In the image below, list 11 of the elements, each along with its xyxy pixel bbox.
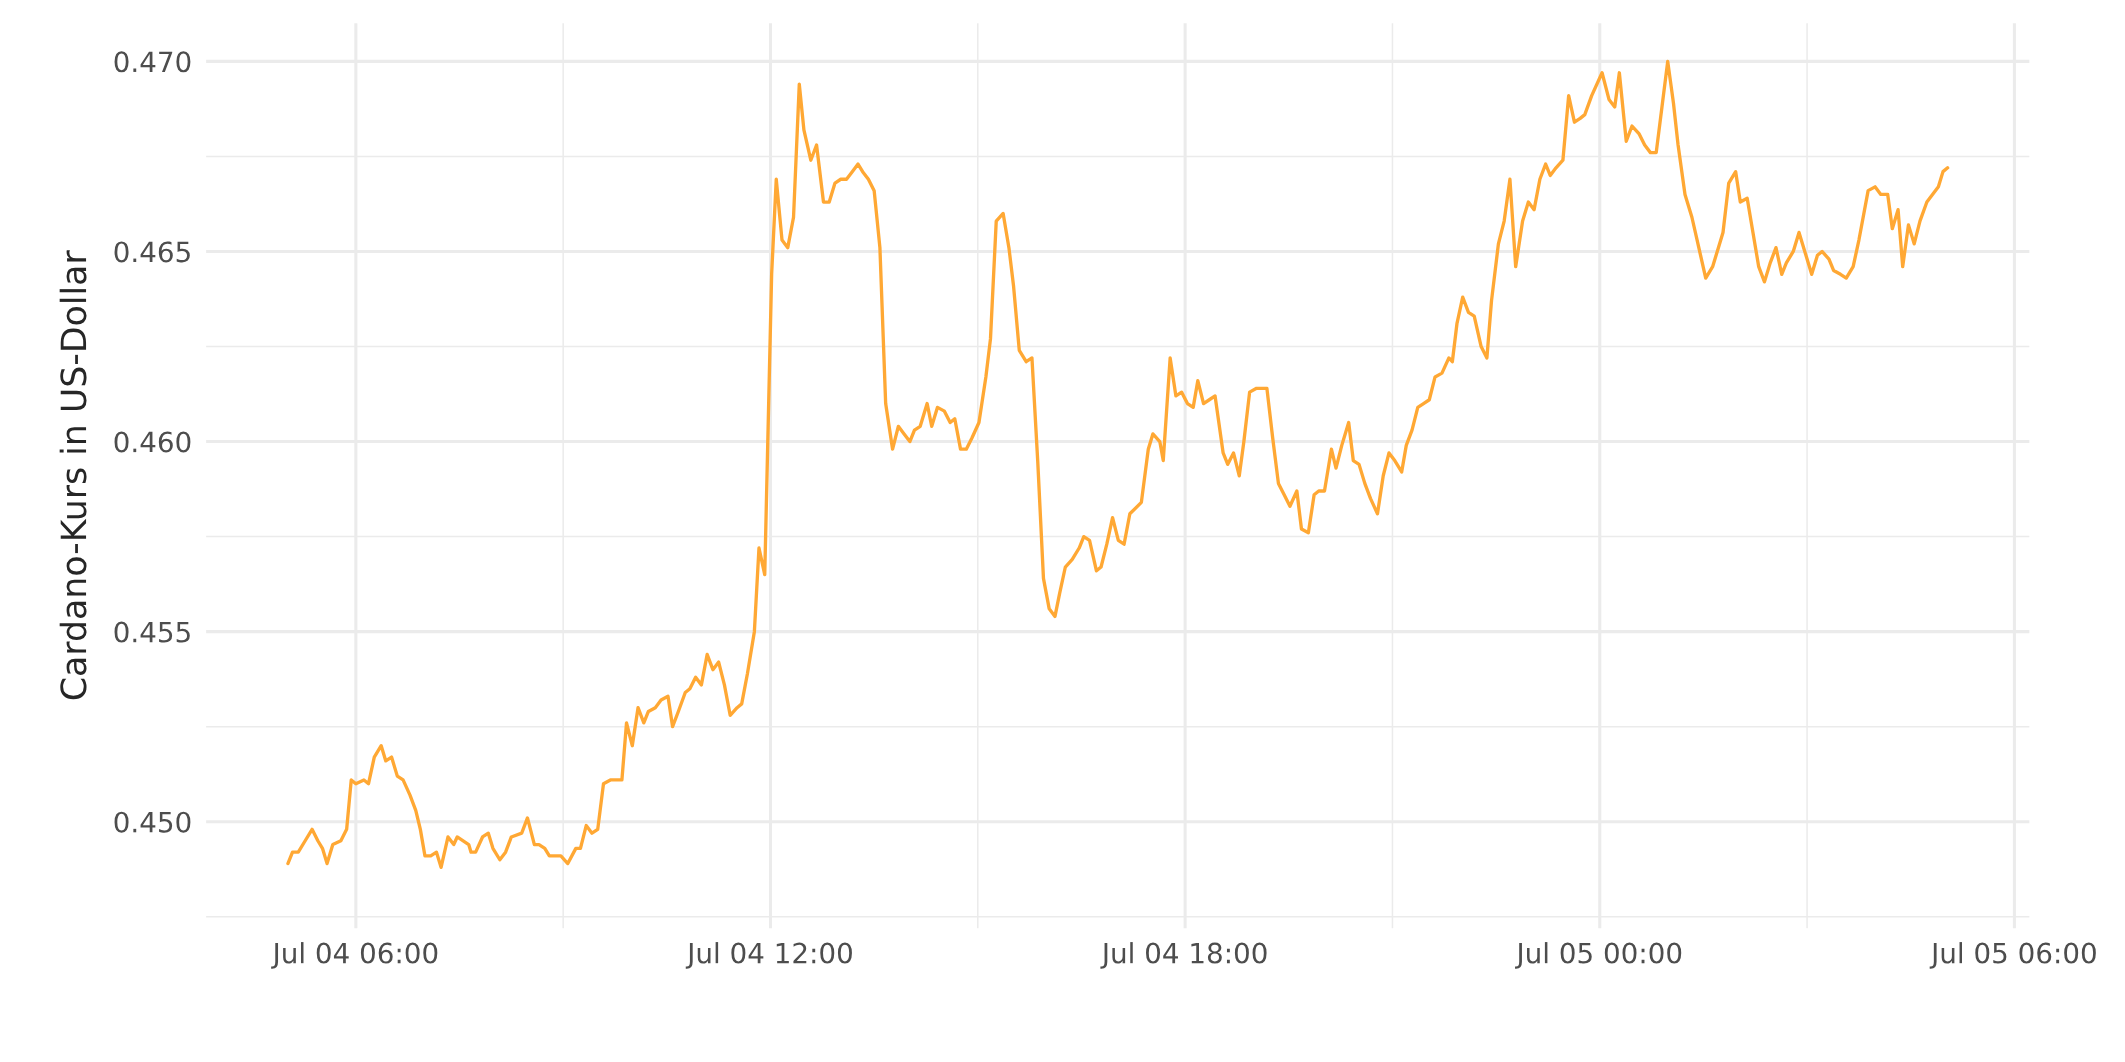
x-tick-label: Jul 04 06:00 [271,942,438,969]
x-tick-label: Jul 05 06:00 [1929,942,2096,969]
y-tick-label: 0.470 [114,51,191,73]
x-tick-label: Jul 04 18:00 [1100,942,1267,969]
y-tick-label: 0.450 [114,811,191,833]
x-tick-label: Jul 04 12:00 [685,942,852,969]
y-axis-title: Cardano-Kurs in US-Dollar [59,250,87,700]
y-tick-label: 0.465 [114,241,190,263]
y-tick-label: 0.460 [114,431,191,453]
y-tick-label: 0.455 [114,621,190,643]
x-tick-label: Jul 05 00:00 [1515,942,1682,969]
